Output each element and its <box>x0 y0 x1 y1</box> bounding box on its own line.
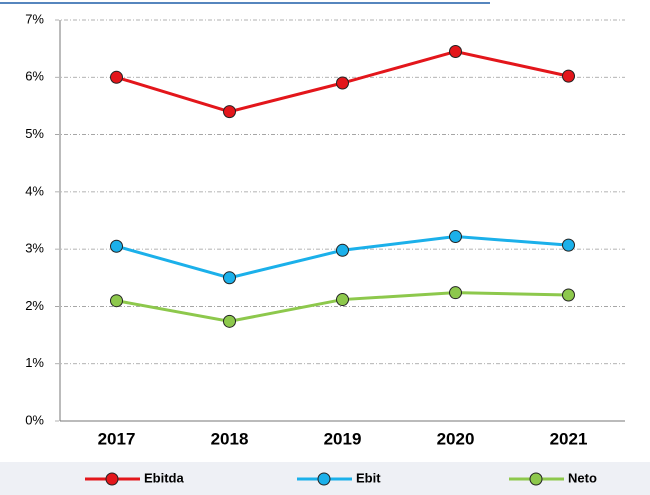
x-tick-label: 2020 <box>437 429 475 448</box>
legend-label: Ebit <box>356 470 381 485</box>
data-point <box>562 69 575 83</box>
data-point <box>110 239 123 253</box>
data-point <box>336 293 349 307</box>
y-tick-label: 6% <box>25 69 44 84</box>
y-tick-label: 4% <box>25 183 44 198</box>
data-point <box>449 45 462 59</box>
data-point <box>449 230 462 244</box>
legend-marker <box>317 472 331 486</box>
y-tick-label: 3% <box>25 241 44 256</box>
series-line <box>116 235 569 280</box>
data-point <box>223 271 236 285</box>
data-point <box>562 238 575 252</box>
y-tick-label: 7% <box>25 11 44 26</box>
legend-label: Ebitda <box>144 470 184 485</box>
data-point <box>336 76 349 90</box>
legend-marker <box>105 472 119 486</box>
y-tick-label: 1% <box>25 355 44 370</box>
legend-marker <box>529 472 543 486</box>
x-tick-label: 2018 <box>211 429 249 448</box>
data-point <box>562 288 575 302</box>
data-point <box>449 286 462 300</box>
data-point <box>223 105 236 119</box>
data-point <box>223 314 236 328</box>
data-point <box>110 70 123 84</box>
legend-label: Neto <box>568 470 597 485</box>
x-tick-label: 2017 <box>98 429 136 448</box>
y-tick-label: 5% <box>25 126 44 141</box>
x-tick-label: 2021 <box>550 429 588 448</box>
x-tick-label: 2019 <box>324 429 362 448</box>
data-point <box>110 294 123 308</box>
y-tick-label: 2% <box>25 298 44 313</box>
data-point <box>336 243 349 257</box>
y-tick-label: 0% <box>25 412 44 427</box>
